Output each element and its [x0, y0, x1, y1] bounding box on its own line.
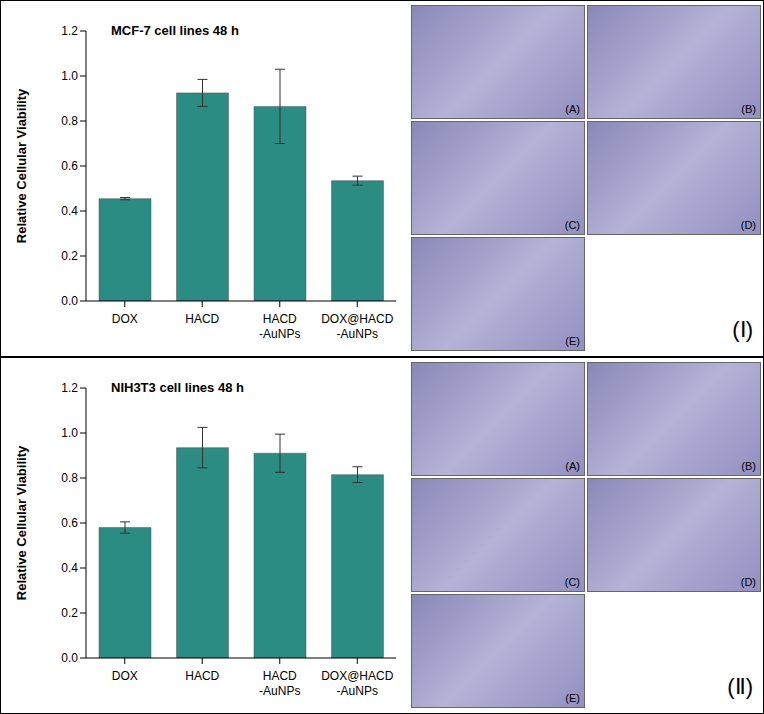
svg-text:DOX: DOX	[112, 669, 138, 683]
svg-text:HACD: HACD	[263, 669, 297, 683]
svg-text:HACD: HACD	[263, 312, 297, 326]
svg-text:0.4: 0.4	[61, 561, 78, 575]
html-text:(A): (A)	[565, 460, 580, 472]
svg-text:1.0: 1.0	[61, 426, 78, 440]
html-text:(E): (E)	[565, 692, 580, 704]
svg-text:-AuNPs: -AuNPs	[337, 327, 378, 341]
html-text:(D): (D)	[740, 219, 756, 231]
svg-text:0.4: 0.4	[61, 204, 78, 218]
svg-text:0.2: 0.2	[61, 606, 78, 620]
html-text:(B): (B)	[741, 460, 756, 472]
svg-text:Relative Cellular Viability: Relative Cellular Viability	[14, 445, 29, 600]
html-text:(D): (D)	[740, 576, 756, 588]
html-text:(Ⅰ): (Ⅰ)	[732, 317, 753, 342]
html-text:(E): (E)	[565, 335, 580, 347]
svg-text:DOX@HACD: DOX@HACD	[321, 312, 394, 326]
svg-text:1.2: 1.2	[61, 381, 78, 395]
svg-text:HACD: HACD	[185, 312, 219, 326]
svg-text:Relative Cellular Viability: Relative Cellular Viability	[14, 88, 29, 243]
html-text:(C): (C)	[564, 576, 580, 588]
svg-text:HACD: HACD	[185, 669, 219, 683]
svg-text:DOX: DOX	[112, 312, 138, 326]
svg-text:0.0: 0.0	[61, 294, 78, 308]
svg-text:0.0: 0.0	[61, 651, 78, 665]
svg-text:-AuNPs: -AuNPs	[337, 684, 378, 698]
html-text:NIH3T3 cell lines 48 h: NIH3T3 cell lines 48 h	[111, 380, 244, 395]
svg-text:0.6: 0.6	[61, 516, 78, 530]
svg-text:0.8: 0.8	[61, 114, 78, 128]
svg-text:0.2: 0.2	[61, 249, 78, 263]
html-text:(A): (A)	[565, 103, 580, 115]
html-text:(Ⅱ): (Ⅱ)	[727, 674, 753, 699]
svg-text:-AuNPs: -AuNPs	[259, 327, 300, 341]
html-text:(B): (B)	[741, 103, 756, 115]
svg-text:DOX@HACD: DOX@HACD	[321, 669, 394, 683]
html-text:MCF-7 cell lines 48 h: MCF-7 cell lines 48 h	[111, 23, 239, 38]
svg-text:0.8: 0.8	[61, 471, 78, 485]
html-text:(C): (C)	[564, 219, 580, 231]
svg-text:1.2: 1.2	[61, 24, 78, 38]
svg-text:1.0: 1.0	[61, 69, 78, 83]
svg-text:0.6: 0.6	[61, 159, 78, 173]
svg-text:-AuNPs: -AuNPs	[259, 684, 300, 698]
